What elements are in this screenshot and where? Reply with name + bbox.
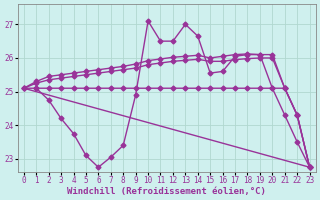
X-axis label: Windchill (Refroidissement éolien,°C): Windchill (Refroidissement éolien,°C)	[67, 187, 266, 196]
